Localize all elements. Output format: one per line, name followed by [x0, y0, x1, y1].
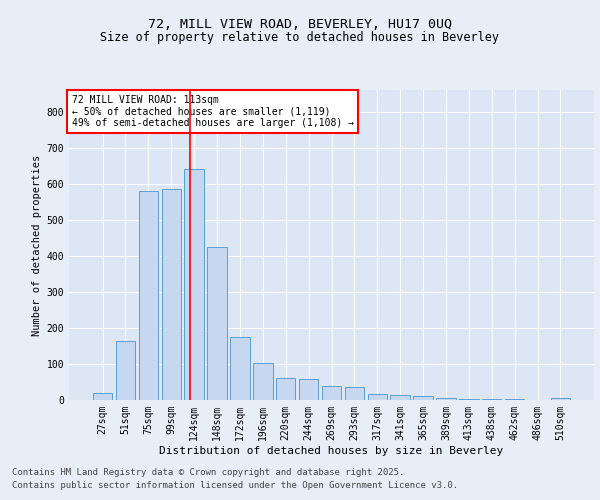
Bar — [93, 393, 112, 400]
Bar — [551, 398, 570, 400]
Bar — [139, 191, 158, 400]
Text: Size of property relative to detached houses in Beverley: Size of property relative to detached ho… — [101, 31, 499, 44]
Bar — [368, 394, 387, 400]
Text: Contains public sector information licensed under the Open Government Licence v3: Contains public sector information licen… — [12, 480, 458, 490]
Bar — [413, 396, 433, 400]
Bar — [276, 378, 295, 400]
Bar — [184, 170, 204, 400]
X-axis label: Distribution of detached houses by size in Beverley: Distribution of detached houses by size … — [160, 446, 503, 456]
Bar — [161, 189, 181, 400]
Bar — [208, 247, 227, 400]
Bar — [322, 386, 341, 400]
Bar — [253, 363, 272, 400]
Text: Contains HM Land Registry data © Crown copyright and database right 2025.: Contains HM Land Registry data © Crown c… — [12, 468, 404, 477]
Y-axis label: Number of detached properties: Number of detached properties — [32, 154, 43, 336]
Bar — [436, 398, 455, 400]
Bar — [391, 394, 410, 400]
Bar — [344, 388, 364, 400]
Bar — [482, 399, 502, 400]
Bar — [459, 398, 479, 400]
Bar — [299, 379, 319, 400]
Bar — [230, 337, 250, 400]
Bar — [116, 340, 135, 400]
Text: 72 MILL VIEW ROAD: 113sqm
← 50% of detached houses are smaller (1,119)
49% of se: 72 MILL VIEW ROAD: 113sqm ← 50% of detac… — [71, 94, 353, 128]
Text: 72, MILL VIEW ROAD, BEVERLEY, HU17 0UQ: 72, MILL VIEW ROAD, BEVERLEY, HU17 0UQ — [148, 18, 452, 30]
